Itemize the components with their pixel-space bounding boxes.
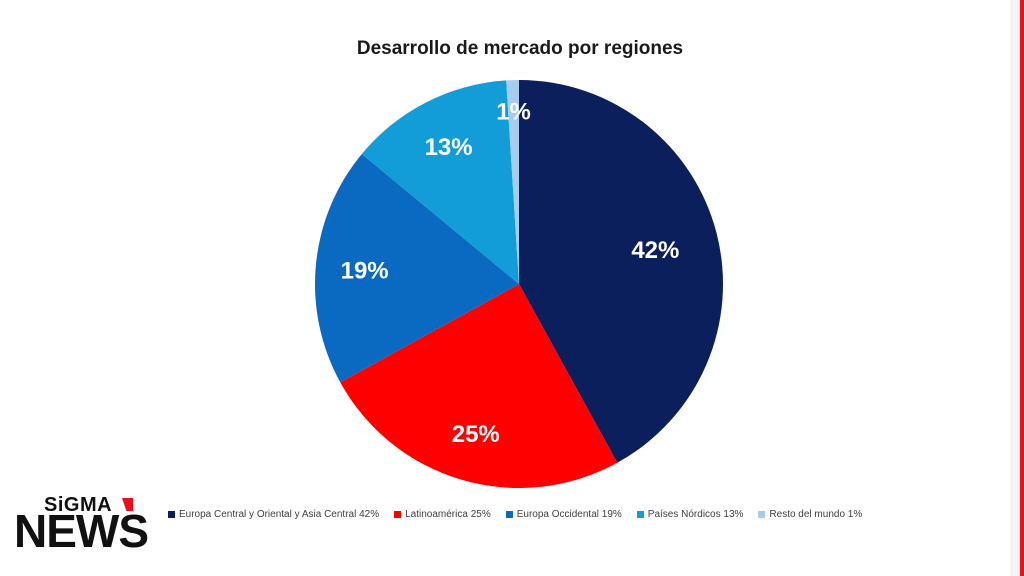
legend-swatch	[505, 510, 513, 518]
logo-news-text: NEWS	[14, 505, 149, 557]
legend-item-paises-nordicos: Países Nórdicos 13%	[636, 508, 744, 520]
slice-europa-occidental	[315, 153, 519, 383]
legend-item-resto-del-mundo: Resto del mundo 1%	[758, 509, 862, 520]
slice-latinoamerica	[340, 284, 618, 488]
legend-item-europa-central: Europa Central y Oriental y Asia Central…	[168, 509, 379, 520]
legend-label: Latinoamérica 25%	[405, 508, 491, 520]
legend-swatch	[168, 510, 175, 518]
chart-title: Desarrollo de mercado por regiones	[356, 38, 684, 59]
legend-label: Europa Occidental 19%	[516, 508, 622, 520]
legend-label: Europa Central y Oriental y Asia Central…	[179, 508, 380, 520]
logo-red-mark	[122, 498, 133, 511]
legend-label: Países Nórdicos 13%	[647, 508, 744, 520]
legend-swatch	[758, 510, 766, 518]
legend-swatch	[636, 510, 644, 518]
right-accent-stripe	[1010, 0, 1024, 576]
chart-legend: Europa Central y Oriental y Asia Central…	[168, 507, 862, 521]
label-europa-central: 42%	[631, 237, 679, 264]
legend-item-europa-occidental: Europa Occidental 19%	[505, 508, 622, 520]
sigma-news-logo: SiGMA NEWS	[14, 492, 164, 562]
slice-europa-central	[519, 80, 724, 463]
logo-sigma-text: SiGMA	[44, 494, 113, 516]
legend-label: Resto del mundo 1%	[769, 508, 863, 520]
label-latinoamerica: 25%	[452, 421, 500, 448]
slice-resto-del-mundo	[506, 80, 519, 284]
legend-item-latinoamerica: Latinoamérica 25%	[394, 509, 491, 520]
label-paises-nordicos: 13%	[425, 134, 473, 161]
slice-paises-nordicos	[361, 80, 519, 284]
label-resto-del-mundo: 1%	[496, 99, 531, 126]
label-europa-occidental: 19%	[341, 257, 389, 284]
legend-swatch	[394, 510, 402, 518]
